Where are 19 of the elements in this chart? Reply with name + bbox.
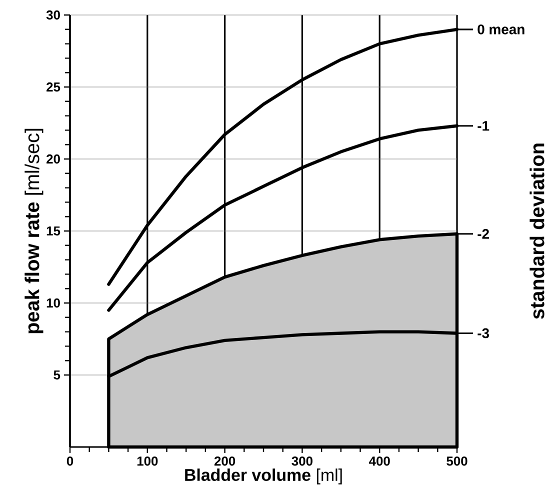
y-tick-label: 5 (54, 370, 60, 380)
x-tick-label: 300 (292, 456, 312, 466)
y-tick-label: 15 (46, 226, 60, 236)
y2-axis-title: standard deviation (530, 144, 544, 319)
x-tick-label: 200 (214, 456, 236, 466)
legend-label: 0 mean (478, 24, 524, 34)
y-tick-label: 25 (46, 82, 60, 92)
legend-label: -2 (478, 229, 489, 239)
y-tick-label: 10 (46, 298, 60, 308)
x-tick-label: 400 (369, 456, 390, 466)
y-tick-label: 20 (46, 154, 60, 164)
x-tick-label: 100 (137, 456, 158, 466)
legend-label: -3 (478, 328, 490, 338)
legend-label: -1 (478, 121, 490, 131)
y-tick-label: 30 (46, 10, 60, 20)
x-tick-label: 0 (66, 456, 74, 466)
x-axis-title: Bladder volume [ml] (185, 468, 342, 484)
y-axis-title: peak flow rate [ml/sec] (24, 128, 44, 334)
x-tick-label: 500 (446, 456, 468, 466)
